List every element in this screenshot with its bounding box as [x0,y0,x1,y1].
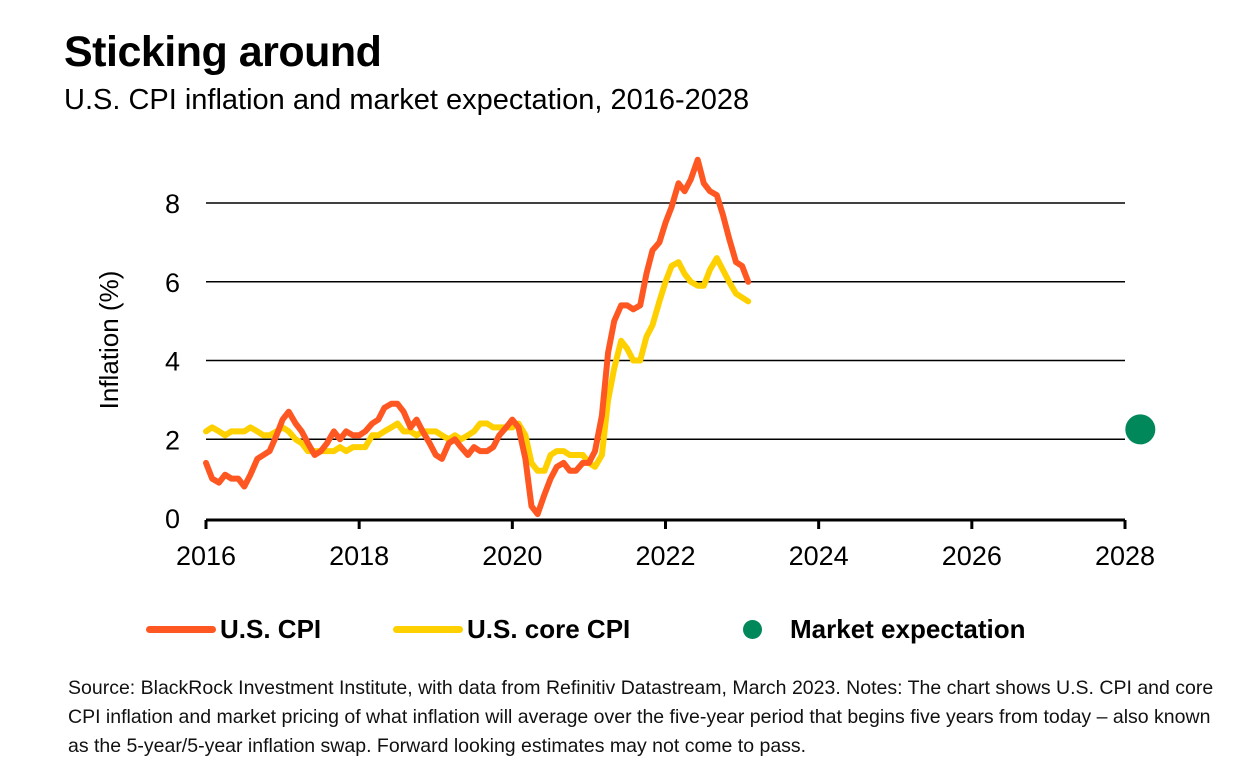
legend-swatch-market-expectation [743,620,762,639]
x-tick-label: 2024 [789,541,849,571]
chart-title: Sticking around [64,28,382,76]
chart-subtitle: U.S. CPI inflation and market expectatio… [64,84,750,116]
y-tick-label: 6 [165,268,180,298]
legend-label-market-expectation: Market expectation [790,614,1026,644]
y-tick-label: 8 [165,189,180,219]
y-tick-label: 4 [165,347,180,377]
legend-item-core-cpi: U.S. core CPI [393,614,630,645]
y-axis-label: Inflation (%) [94,271,124,410]
source-note: Source: BlackRock Investment Institute, … [68,677,1214,757]
x-tick-label: 2022 [635,541,695,571]
series-line-cpi [203,156,752,518]
x-tick-label: 2026 [942,541,1002,571]
series-line-core-cpi [203,255,752,474]
legend-swatch-cpi [146,626,216,633]
x-tick-label: 2028 [1095,541,1155,571]
legend-label-core-cpi: U.S. core CPI [467,614,631,644]
y-axis-ticks: 0 2 4 6 8 [165,189,180,534]
legend-item-cpi: U.S. CPI [146,614,321,645]
series-layer [203,156,1156,518]
legend: U.S. CPI U.S. core CPI Market expectatio… [0,614,1260,654]
y-tick-label: 0 [165,504,180,534]
x-axis: 2016 2018 2020 2022 2024 2026 2028 [176,518,1155,571]
grid-lines [206,202,1125,440]
x-tick-label: 2016 [176,541,236,571]
legend-label-cpi: U.S. CPI [220,614,322,644]
market-expectation-point [1125,414,1156,445]
x-tick-label: 2018 [329,541,389,571]
inflation-chart: 2016 2018 2020 2022 2024 2026 2028 0 2 4 6 8 Infla… [94,156,1156,571]
legend-item-market-expectation: Market expectation [743,614,1026,645]
x-tick-label: 2020 [482,541,542,571]
y-tick-label: 2 [165,425,180,455]
legend-swatch-core-cpi [393,626,463,633]
